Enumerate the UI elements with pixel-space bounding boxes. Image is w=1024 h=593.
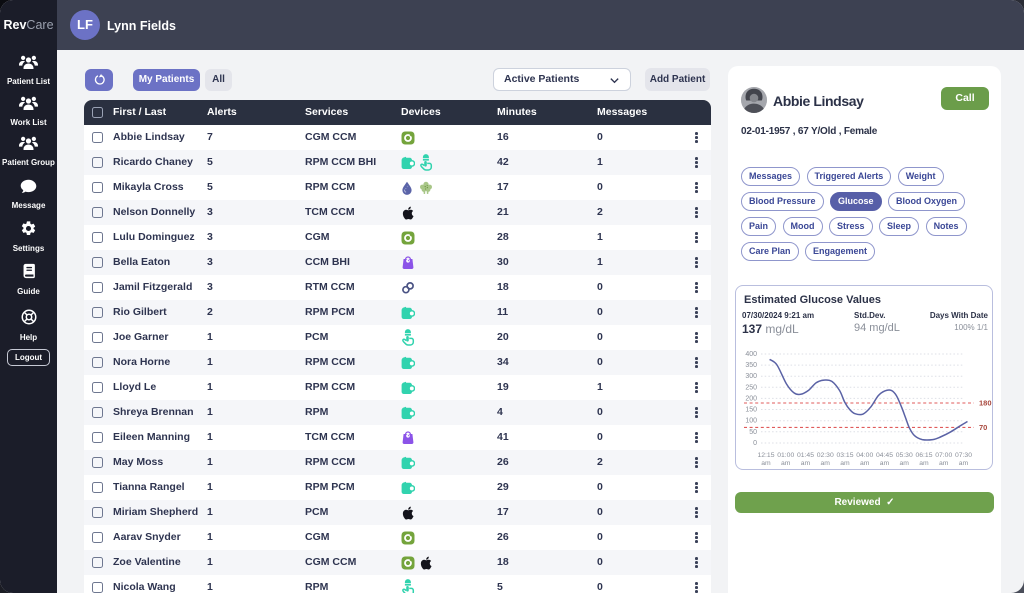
- svg-text:400: 400: [745, 351, 757, 358]
- svg-text:03:15: 03:15: [836, 452, 853, 459]
- svg-text:am: am: [939, 460, 949, 467]
- svg-text:300: 300: [745, 373, 757, 380]
- svg-text:100: 100: [745, 418, 757, 425]
- svg-text:am: am: [801, 460, 811, 467]
- svg-text:350: 350: [745, 362, 757, 369]
- svg-text:01:45: 01:45: [797, 452, 814, 459]
- svg-text:am: am: [860, 460, 870, 467]
- svg-text:180: 180: [979, 399, 992, 408]
- svg-text:01:00: 01:00: [777, 452, 794, 459]
- svg-text:am: am: [781, 460, 791, 467]
- svg-text:05:30: 05:30: [896, 452, 913, 459]
- svg-text:150: 150: [745, 407, 757, 414]
- svg-text:70: 70: [979, 423, 987, 432]
- svg-text:am: am: [919, 460, 929, 467]
- svg-text:50: 50: [749, 429, 757, 436]
- svg-text:am: am: [840, 460, 850, 467]
- svg-text:06:15: 06:15: [915, 452, 932, 459]
- svg-text:am: am: [821, 460, 831, 467]
- svg-text:02:30: 02:30: [817, 452, 834, 459]
- svg-text:07:30: 07:30: [955, 452, 972, 459]
- svg-text:am: am: [761, 460, 771, 467]
- svg-text:04:45: 04:45: [876, 452, 893, 459]
- svg-text:am: am: [880, 460, 890, 467]
- svg-text:250: 250: [745, 384, 757, 391]
- svg-text:12:15: 12:15: [757, 452, 774, 459]
- svg-text:07:00: 07:00: [935, 452, 952, 459]
- svg-text:am: am: [959, 460, 969, 467]
- svg-text:04:00: 04:00: [856, 452, 873, 459]
- svg-text:am: am: [900, 460, 910, 467]
- svg-text:200: 200: [745, 395, 757, 402]
- svg-text:0: 0: [753, 440, 757, 447]
